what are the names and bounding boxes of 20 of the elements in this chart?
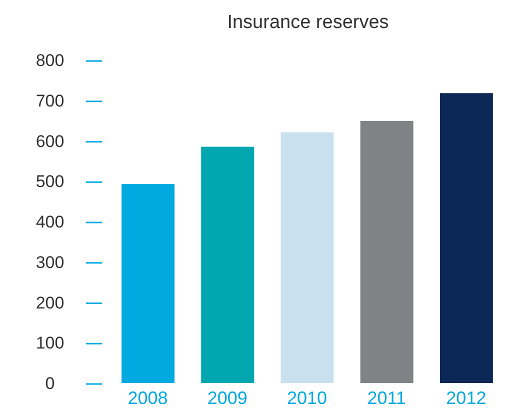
y-tick-label: 800 [36,51,64,70]
bar [440,93,493,383]
x-tick-label: 2008 [128,388,168,408]
x-tick-label: 2009 [207,388,248,408]
y-tick-label: 400 [36,212,64,232]
y-tick-label: 600 [36,132,64,151]
x-tick-label: 2012 [446,388,486,408]
y-tick-label: 100 [36,334,64,353]
x-tick-label: 2010 [286,388,328,408]
y-tick-label: 700 [36,91,64,110]
y-tick-label: 0 [45,374,55,393]
bar [201,146,254,383]
y-tick-label: 200 [36,293,64,312]
chart-title: Insurance reserves [226,11,390,35]
x-tick-label: 2011 [367,388,406,408]
y-tick-label: 500 [36,172,64,192]
bar [280,132,334,383]
y-tick-label: 300 [36,252,64,272]
bar [122,184,175,383]
bar [360,120,414,383]
